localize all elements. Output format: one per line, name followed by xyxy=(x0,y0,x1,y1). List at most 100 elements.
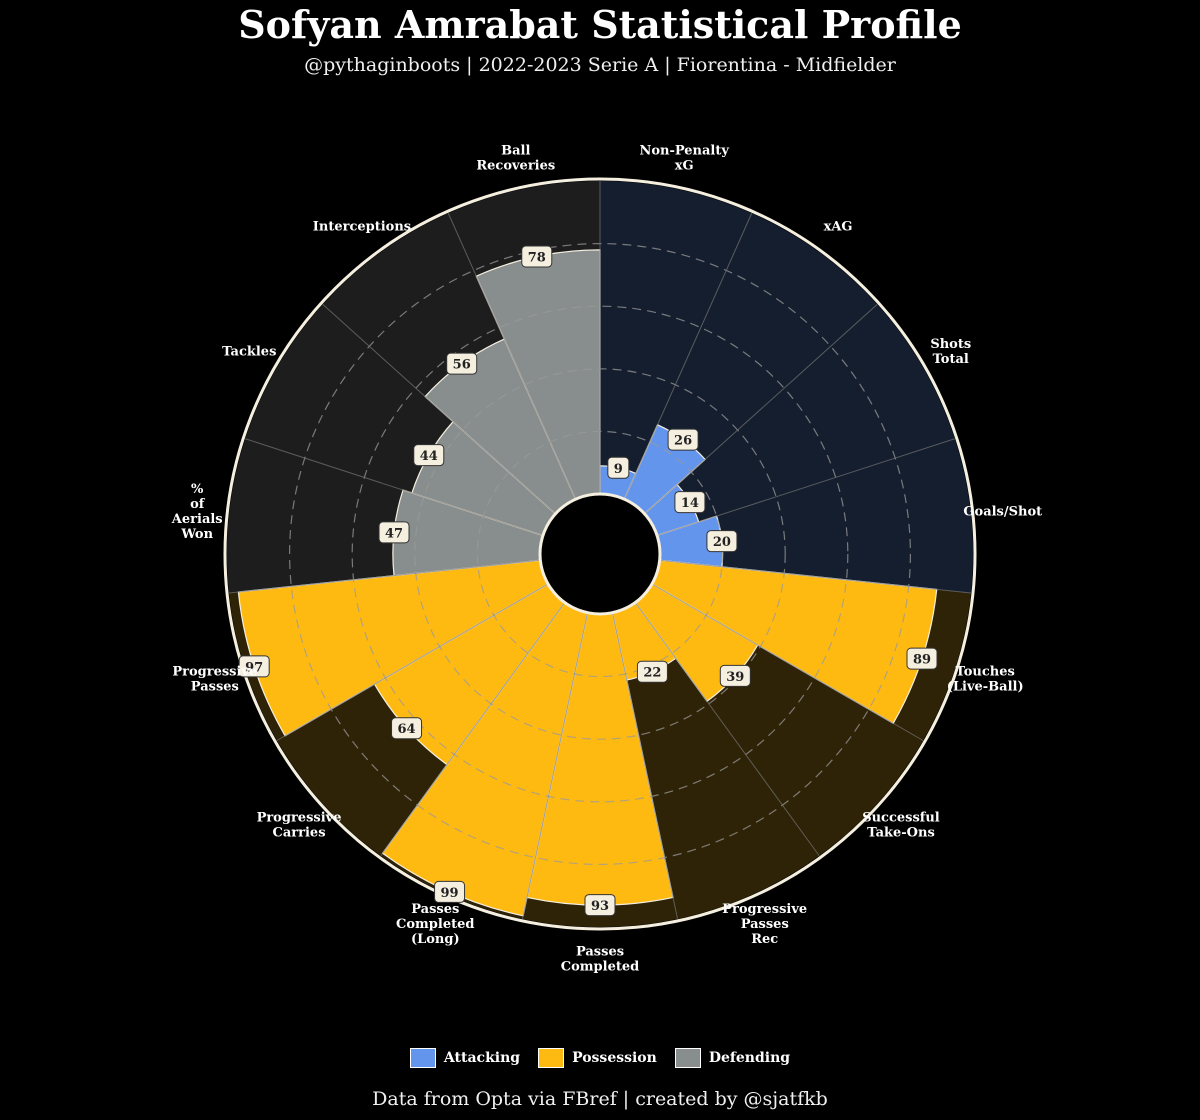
category-label-xag: xAG xyxy=(824,219,853,234)
category-label-of-aerials-won: % of Aerials Won xyxy=(171,482,223,542)
value-label-box-of-aerials-won xyxy=(378,521,410,544)
category-label-line: Progressive xyxy=(172,665,257,680)
value-label-of-aerials-won: 47 xyxy=(385,526,403,541)
category-label-line: Tackles xyxy=(222,345,276,360)
category-label-line: Passes xyxy=(191,680,239,695)
legend-item-defending: Defending xyxy=(674,1048,790,1068)
inner-hub xyxy=(538,492,662,616)
legend-swatch-defending xyxy=(674,1048,701,1068)
value-label-non-penalty-xg: 9 xyxy=(614,462,623,477)
legend-label-attacking: Attacking xyxy=(443,1050,521,1066)
category-label-line: Progressive xyxy=(257,810,342,825)
category-label-line: Passes xyxy=(576,945,624,960)
category-label-line: Completed xyxy=(396,917,474,932)
value-label-ball-recoveries: 78 xyxy=(528,251,546,266)
value-label-progressive-passes-rec: 22 xyxy=(643,666,661,681)
footer-credit: Data from Opta via FBref | created by @s… xyxy=(372,1088,828,1110)
value-label-touches-live-ball: 89 xyxy=(913,653,931,668)
chart-title: Sofyan Amrabat Statistical Profile xyxy=(238,2,962,47)
value-label-box-progressive-passes-rec xyxy=(636,660,668,683)
value-label-progressive-passes: 97 xyxy=(245,660,263,675)
spoke-6 xyxy=(634,602,820,857)
category-label-line: Total xyxy=(933,352,969,367)
category-label-line: (Live-Ball) xyxy=(947,680,1024,695)
category-label-line: Non-Penalty xyxy=(639,143,729,158)
spoke-5 xyxy=(651,583,924,741)
value-label-box-xag xyxy=(667,428,699,451)
legend-swatch-attacking xyxy=(409,1048,436,1068)
category-label-shots-total: Shots Total xyxy=(930,337,971,367)
legend-label-possession: Possession xyxy=(572,1050,657,1066)
category-label-line: Passes xyxy=(741,917,789,932)
category-label-line: Aerials xyxy=(171,512,223,527)
legend-item-possession: Possession xyxy=(538,1048,657,1068)
spoke-14 xyxy=(447,213,577,500)
category-label-ball-recoveries: Ball Recoveries xyxy=(476,143,555,173)
value-label-box-progressive-passes xyxy=(238,655,270,678)
spoke-12 xyxy=(245,438,544,536)
legend: Attacking Possession Defending xyxy=(0,1048,1200,1068)
value-label-box-progressive-carries xyxy=(391,717,423,740)
spoke-11 xyxy=(228,559,541,594)
value-label-box-ball-recoveries xyxy=(521,245,553,268)
value-label-shots-total: 14 xyxy=(681,496,699,511)
category-label-touches-live-ball: Touches (Live-Ball) xyxy=(947,665,1024,695)
value-label-box-passes-completed-long xyxy=(434,880,466,903)
category-label-progressive-carries: Progressive Carries xyxy=(257,810,342,840)
category-label-progressive-passes-rec: Progressive Passes Rec xyxy=(722,902,807,947)
value-label-box-successful-take-ons xyxy=(719,664,751,687)
value-label-successful-take-ons: 39 xyxy=(726,670,744,685)
legend-item-attacking: Attacking xyxy=(409,1048,521,1068)
outer-ring xyxy=(223,177,977,931)
category-label-interceptions: Interceptions xyxy=(313,219,411,234)
value-label-tackles: 44 xyxy=(420,449,438,464)
spoke-9 xyxy=(380,602,566,857)
category-label-line: Completed xyxy=(561,960,639,975)
spoke-8 xyxy=(521,612,589,919)
category-label-tackles: Tackles xyxy=(222,345,276,360)
category-label-line: (Long) xyxy=(411,932,460,947)
category-label-line: of xyxy=(190,497,206,512)
category-label-line: % xyxy=(191,482,204,497)
value-label-goals-shot: 20 xyxy=(713,535,731,550)
value-label-box-passes-completed xyxy=(584,894,616,917)
value-label-passes-completed: 93 xyxy=(591,899,609,914)
value-label-box-tackles xyxy=(413,444,445,467)
value-label-box-non-penalty-xg xyxy=(607,456,630,479)
category-label-goals-shot: Goals/Shot xyxy=(963,505,1042,520)
value-label-interceptions: 56 xyxy=(453,358,471,373)
category-label-line: Goals/Shot xyxy=(963,505,1042,520)
spoke-10 xyxy=(276,583,549,741)
spoke-1 xyxy=(623,213,753,500)
category-label-progressive-passes: Progressive Passes xyxy=(172,665,257,695)
category-label-line: Passes xyxy=(411,902,459,917)
category-label-line: Take-Ons xyxy=(867,825,935,840)
category-label-line: xAG xyxy=(824,219,853,234)
spoke-3 xyxy=(656,438,955,536)
background-wedge-goals-shot xyxy=(657,438,973,593)
category-label-line: Recoveries xyxy=(476,158,555,173)
category-label-passes-completed-long: Passes Completed (Long) xyxy=(396,902,474,947)
spoke-13 xyxy=(322,304,556,515)
category-label-line: Shots xyxy=(930,337,971,352)
category-label-successful-take-ons: Successful Take-Ons xyxy=(862,810,940,840)
value-label-box-touches-live-ball xyxy=(906,647,938,670)
value-label-passes-completed-long: 99 xyxy=(441,886,459,901)
radial-chart: 9 26 14 20 89 39 22 93 99 64 97 47 44 56 78 Non-Penalty… xyxy=(171,143,1042,975)
spoke-4 xyxy=(659,559,972,594)
background-wedge-non-penalty-xg xyxy=(600,181,752,500)
category-label-line: Progressive xyxy=(722,902,807,917)
category-label-line: Interceptions xyxy=(313,219,411,234)
category-label-line: Won xyxy=(180,527,213,542)
value-label-xag: 26 xyxy=(674,434,692,449)
background-wedge-shots-total xyxy=(644,304,955,536)
category-label-line: Touches xyxy=(956,665,1015,680)
category-label-non-penalty-xg: Non-Penalty xG xyxy=(639,143,729,173)
legend-swatch-possession xyxy=(538,1048,565,1068)
chart-subtitle: @pythaginboots | 2022-2023 Serie A | Fio… xyxy=(304,54,896,76)
category-label-line: Ball xyxy=(501,143,530,158)
value-label-box-goals-shot xyxy=(706,530,738,553)
category-label-passes-completed: Passes Completed xyxy=(561,945,639,975)
value-label-box-interceptions xyxy=(446,352,478,375)
value-label-progressive-carries: 64 xyxy=(397,722,415,737)
